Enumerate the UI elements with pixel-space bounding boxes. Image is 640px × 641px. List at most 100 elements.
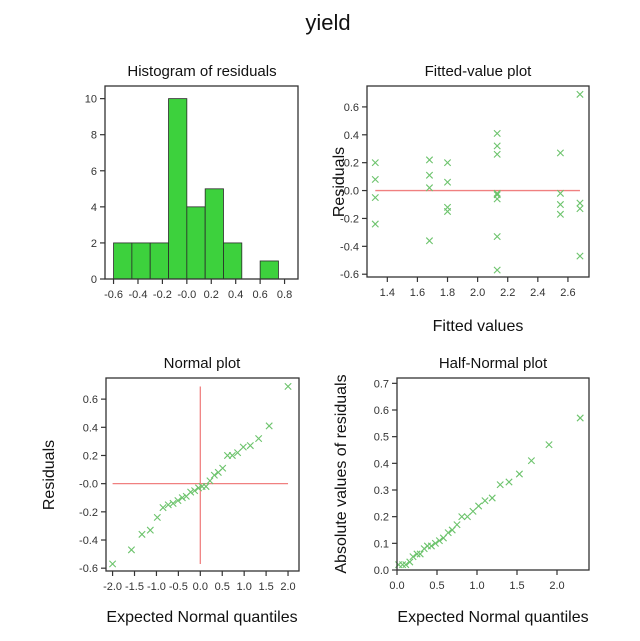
histogram-xtick-label: -0.0 [177,289,196,301]
figure-title: yield [305,10,350,35]
half-normal-ytick-label: 0.6 [374,405,389,417]
fitted-point [371,193,379,202]
half-normal-point [409,553,417,561]
half-normal-xtick-label: 0.5 [429,580,444,592]
half-normal-point [402,561,410,569]
normal-point [234,449,242,457]
fitted-xlabel: Fitted values [433,318,524,335]
fitted-point [493,195,501,203]
fitted-point [425,184,434,192]
fitted-point [443,178,452,186]
histogram-xtick-label: 0.6 [252,289,267,301]
half-normal-xtick-label: 1.5 [509,580,524,592]
half-normal-frame [396,377,590,571]
fitted-point [493,150,501,158]
histogram-ytick-label: 0 [91,274,97,286]
normal-point [265,422,273,430]
histogram-panel: Histogram of residuals -0.6 -0.4 -0.2 -0.0 0… [85,63,299,301]
histogram-axes: -0.6 -0.4 -0.2 -0.0 0.2 0.4 0.6 0.8 0 2 4 6 8 10 [85,94,292,301]
half-normal-point [463,513,471,521]
histogram-xtick-label: 0.4 [228,289,243,301]
normal-xtick-label: 0.0 [193,581,208,593]
normal-xtick-label: -2.0 [103,581,122,593]
normal-point [255,434,263,443]
half-normal-point [496,481,504,489]
fitted-point [425,171,434,179]
fitted-point [425,156,434,164]
half-normal-axes: 0.0 0.5 1.0 1.5 2.0 0.0 0.1 0.2 0.3 0.4 0.5 0.6 0.7 [374,378,565,592]
histogram-bar [223,242,243,280]
fitted-value-frame [366,85,590,278]
fitted-point [493,266,501,274]
fitted-xtick-label: 2.0 [470,287,485,299]
fitted-xtick-label: 2.6 [560,287,575,299]
normal-ytick-label: -0.4 [79,535,98,547]
normal-point [164,501,172,509]
histogram-ytick-label: 10 [85,94,97,106]
normal-point [210,471,218,479]
fitted-xtick-label: 1.4 [380,287,395,299]
fitted-point [425,237,434,245]
fitted-point [576,199,584,207]
fitted-point [576,252,584,260]
half-normal-point [453,521,461,529]
normal-ylabel: Residuals [41,440,58,510]
normal-xtick-label: 2.0 [280,581,295,593]
half-normal-ytick-label: 0.0 [374,565,389,577]
fitted-ytick-label: -0.6 [340,269,359,281]
fitted-value-panel: Fitted-value plot 1.4 1.6 1.8 2.0 2.2 2.4 2.6 -… [331,63,590,335]
normal-ytick-label: -0.6 [79,563,98,575]
normal-point [108,560,117,568]
fitted-point [493,232,501,241]
normal-ytick-label: 0.4 [83,422,98,434]
fitted-point [371,175,379,183]
normal-point [159,504,167,512]
half-normal-panel: Half-Normal plot 0.0 0.5 1.0 1.5 2.00.00.10.… [333,355,590,626]
half-normal-xtick-label: 2.0 [549,580,564,592]
half-normal-ylabel: Absolute values of residuals [333,374,350,573]
fitted-ytick-label: 0.4 [344,130,359,142]
normal-ytick-label: -0.0 [79,479,98,491]
half-normal-point [576,414,584,422]
histogram-ytick-label: 2 [91,238,97,250]
normal-point [187,488,195,496]
normal-point [191,487,199,495]
normal-point [178,494,186,502]
histogram-bar [149,242,169,280]
half-normal-points [395,414,584,569]
normal-point [127,546,136,554]
half-normal-point [505,478,513,486]
half-normal-ytick-label: 0.4 [374,458,389,470]
histogram-bar [113,242,133,280]
half-normal-ytick-label: 0.3 [374,485,389,497]
fitted-point [556,200,564,209]
half-normal-point [416,550,424,558]
normal-point [138,530,146,538]
half-normal-ytick-label: 0.7 [374,378,389,390]
half-normal-point [545,441,553,449]
half-normal-point [399,561,407,569]
normal-point [146,526,154,534]
fitted-ytick-label: -0.4 [340,241,359,253]
half-normal-xtick-label: 0.0 [389,580,404,592]
normal-plot-frame [105,377,300,572]
histogram-ytick-label: 6 [91,166,97,178]
half-normal-title: Half-Normal plot [439,355,548,372]
half-normal-xtick-label: 1.0 [469,580,484,592]
normal-point [174,496,182,505]
half-normal-point [488,494,496,502]
normal-xtick-label: 1.5 [258,581,273,593]
histogram-bar [168,98,188,280]
normal-ytick-label: 0.2 [83,450,98,462]
half-normal-point [469,507,477,515]
fitted-point [443,207,452,216]
fitted-point [493,142,501,150]
normal-plot-panel: Normal plot -2.0 -1.5 -1.0 -0.5 0.0 0.5 1.0 1.5… [41,355,300,626]
histogram-title: Histogram of residuals [127,63,276,80]
normal-point [284,382,292,391]
normal-plot-title: Normal plot [164,355,242,372]
histogram-ytick-label: 8 [91,130,97,142]
fitted-point [576,205,584,213]
fitted-point [493,129,501,137]
histogram-frame [104,85,299,280]
